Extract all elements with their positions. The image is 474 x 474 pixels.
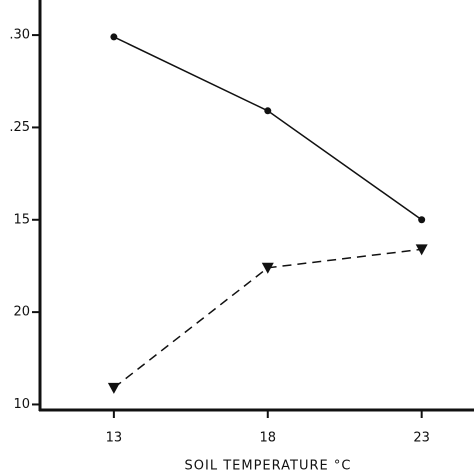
x-axis-title: SOIL TEMPERATURE °C — [185, 459, 352, 474]
x-tick-label: 18 — [259, 431, 276, 446]
marker — [110, 33, 118, 41]
marker — [415, 244, 428, 256]
y-tick-label: .25 — [9, 120, 30, 135]
y-tick-label: 10 — [13, 397, 30, 412]
marker — [418, 216, 426, 224]
marker — [261, 262, 274, 274]
y-tick-label: 20 — [13, 305, 30, 320]
x-tick-label: 23 — [413, 431, 430, 446]
marker — [107, 382, 120, 394]
marker — [264, 107, 272, 115]
y-tick-label: .30 — [9, 28, 30, 43]
x-tick-label: 13 — [106, 431, 123, 446]
y-tick-label: 15 — [13, 212, 30, 227]
series-line — [113, 36, 423, 221]
